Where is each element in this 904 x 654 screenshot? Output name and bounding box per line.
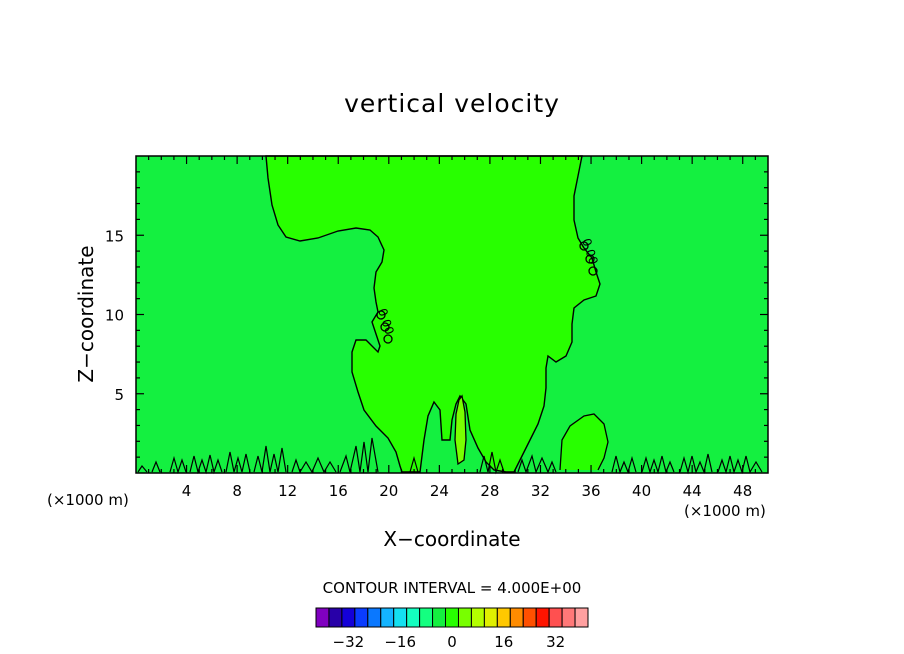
colorbar-swatch (496, 607, 511, 628)
colorbar-swatch (367, 607, 382, 628)
colorbar-swatch (509, 607, 524, 628)
colorbar-swatch (354, 607, 369, 628)
updraft-region (265, 155, 601, 473)
colorbar-tick-label: 0 (447, 633, 457, 651)
y-axis-label: Z−coordinate (74, 245, 98, 382)
plot-area: 0.00 0.00 (135, 155, 769, 475)
x-unit-left: (×1000 m) (47, 491, 129, 509)
colorbar-tick-label: 16 (494, 633, 513, 651)
colorbar-swatch (445, 607, 459, 628)
colorbar-swatch (574, 607, 589, 628)
colorbar-swatch (315, 607, 330, 628)
x-tick-label: 44 (683, 482, 702, 500)
x-axis: 4 8 12 16 20 24 28 32 36 40 44 48 (148, 156, 756, 500)
colorbar-swatch (561, 607, 576, 628)
colorbar-swatch (535, 607, 550, 628)
colorbar-swatch (341, 607, 356, 628)
colorbar: −32 −16 0 16 32 (315, 607, 589, 651)
x-tick-label: 36 (581, 482, 600, 500)
x-tick-label: 40 (632, 482, 651, 500)
colorbar-swatch (380, 607, 395, 628)
x-tick-label: 24 (430, 482, 449, 500)
y-tick-label: 10 (105, 307, 124, 325)
chart-title: vertical velocity (344, 89, 560, 118)
y-tick-label: 15 (105, 227, 124, 245)
colorbar-tick-label: −16 (384, 633, 416, 651)
y-axis: 5 10 15 (105, 171, 768, 458)
x-tick-label: 48 (733, 482, 752, 500)
x-tick-label: 16 (329, 482, 348, 500)
x-tick-label: 12 (278, 482, 297, 500)
colorbar-swatch (393, 607, 408, 628)
x-tick-label: 8 (232, 482, 242, 500)
x-tick-label: 20 (379, 482, 398, 500)
contour-loops (376, 241, 598, 344)
colorbar-swatch (457, 607, 472, 628)
right-cell-contour (559, 413, 609, 471)
surface-contours (137, 437, 763, 475)
colorbar-swatch (470, 607, 485, 628)
colorbar-swatch (419, 607, 434, 628)
y-tick-label: 5 (114, 386, 124, 404)
contour-interval-text: CONTOUR INTERVAL = 4.000E+00 (323, 579, 582, 597)
colorbar-tick-label: −32 (333, 633, 365, 651)
x-unit-right: (×1000 m) (684, 502, 766, 520)
x-axis-label: X−coordinate (383, 527, 520, 551)
colorbar-swatch (483, 607, 498, 628)
updraft-core (454, 394, 467, 466)
colorbar-swatch (522, 607, 537, 628)
colorbar-swatch (548, 607, 563, 628)
colorbar-swatch (406, 607, 421, 628)
x-tick-label: 28 (480, 482, 499, 500)
x-tick-label: 32 (531, 482, 550, 500)
colorbar-tick-label: 32 (546, 633, 565, 651)
colorbar-swatch (432, 607, 447, 628)
colorbar-swatch (328, 607, 343, 628)
x-tick-label: 4 (182, 482, 192, 500)
